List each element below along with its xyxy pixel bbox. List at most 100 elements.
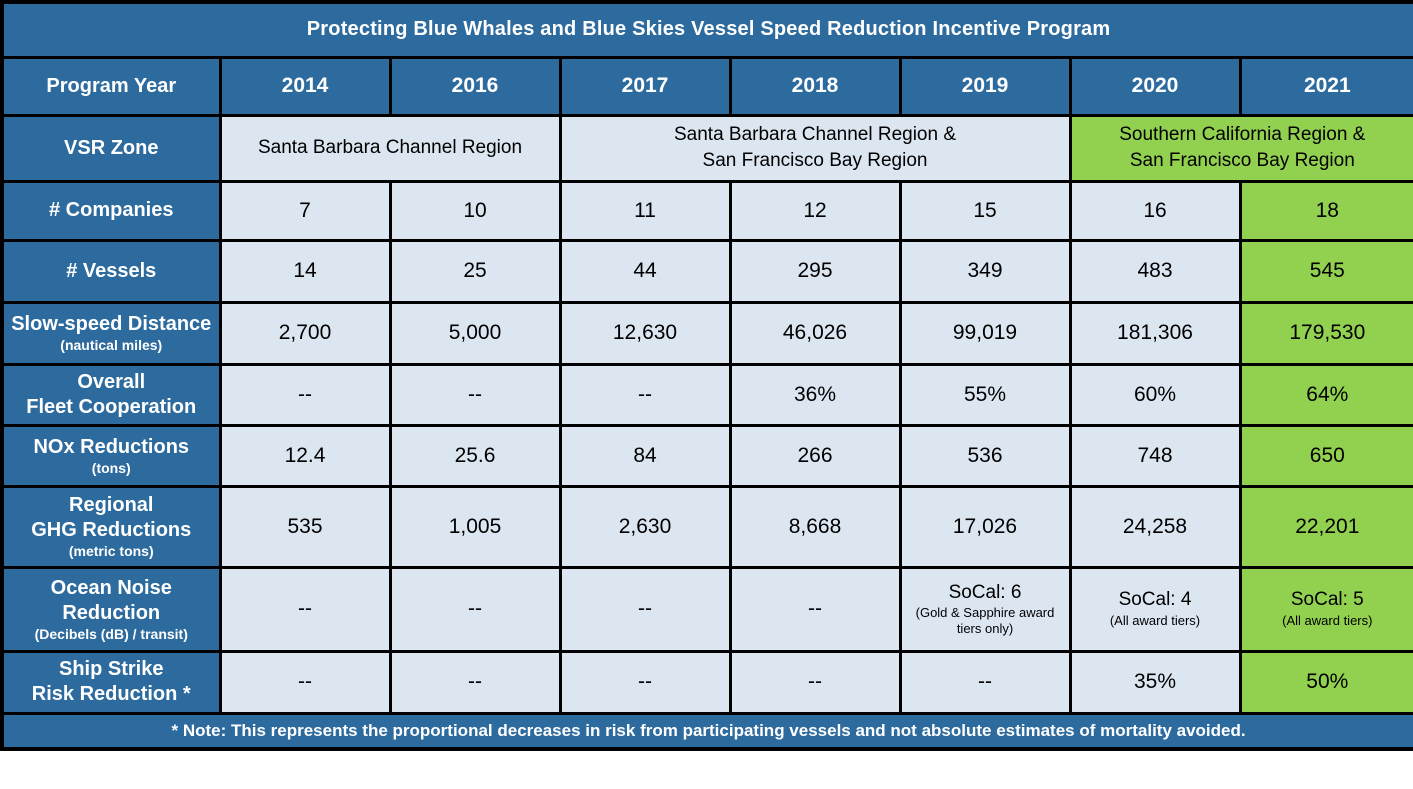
cell-slow-speed-distance-2019: 99,019	[898, 300, 1072, 366]
cell-nox-reductions-2020: 748	[1068, 423, 1242, 488]
cell-nox-reductions-2021: 650	[1238, 423, 1413, 488]
cell-main-ocean-noise-2020: SoCal: 4	[1118, 589, 1192, 611]
cell-ship-strike-2018: --	[728, 649, 902, 715]
row-fleet-cooperation: Overall Fleet Cooperation -- -- -- 36% 55% 60% 6…	[0, 362, 1413, 427]
vsr-zone-cell-0: Santa Barbara Channel Region	[218, 113, 562, 183]
row-unit-nox-reductions: (tons)	[91, 459, 131, 476]
cell-ocean-noise-2021: SoCal: 5 (All award tiers)	[1238, 565, 1413, 653]
cell-companies-2020: 16	[1068, 179, 1242, 242]
cell-fleet-cooperation-2021: 64%	[1238, 362, 1413, 427]
cell-companies-2014: 7	[218, 179, 392, 242]
cell-fleet-cooperation-2019: 55%	[898, 362, 1072, 427]
year-header-row: Program Year 2014 2016 2017 2018 2019 2020 2021	[0, 55, 1413, 117]
year-header-2020: 2020	[1068, 55, 1242, 117]
year-header-2019: 2019	[898, 55, 1072, 117]
cell-ship-strike-2017: --	[558, 649, 732, 715]
cell-ocean-noise-2018: --	[728, 565, 902, 653]
cell-nox-reductions-2016: 25.6	[388, 423, 562, 488]
cell-companies-2016: 10	[388, 179, 562, 242]
cell-slow-speed-distance-2017: 12,630	[558, 300, 732, 366]
row-label-nox-reductions: NOx Reductions (tons)	[0, 423, 222, 488]
cell-ocean-noise-2020: SoCal: 4 (All award tiers)	[1068, 565, 1242, 653]
row-nox-reductions: NOx Reductions (tons) 12.4 25.6 84 266 536 748 6…	[0, 423, 1413, 488]
cell-vessels-2018: 295	[728, 238, 902, 304]
cell-ghg-reductions-2021: 22,201	[1238, 484, 1413, 569]
cell-fleet-cooperation-2016: --	[388, 362, 562, 427]
row-label-vsr-zone: VSR Zone	[0, 113, 222, 183]
row-label-slow-speed-distance: Slow-speed Distance (nautical miles)	[0, 300, 222, 366]
row-vessels: # Vessels 14 25 44 295 349 483 545	[0, 238, 1413, 304]
cell-ghg-reductions-2014: 535	[218, 484, 392, 569]
table-title: Protecting Blue Whales and Blue Skies Ve…	[0, 0, 1413, 59]
cell-vessels-2021: 545	[1238, 238, 1413, 304]
note-row: * Note: This represents the proportional…	[0, 711, 1413, 751]
year-header-2018: 2018	[728, 55, 902, 117]
cell-sub-ocean-noise-2021: (All award tiers)	[1282, 613, 1373, 629]
cell-slow-speed-distance-2018: 46,026	[728, 300, 902, 366]
row-companies: # Companies 7 10 11 12 15 16 18	[0, 179, 1413, 242]
cell-slow-speed-distance-2021: 179,530	[1238, 300, 1413, 366]
cell-ship-strike-2016: --	[388, 649, 562, 715]
row-ghg-reductions: Regional GHG Reductions (metric tons) 535 1,…	[0, 484, 1413, 569]
vsr-zone-cell-2: Southern California Region & San Francisc…	[1068, 113, 1413, 183]
cell-nox-reductions-2017: 84	[558, 423, 732, 488]
cell-slow-speed-distance-2020: 181,306	[1068, 300, 1242, 366]
title-row: Protecting Blue Whales and Blue Skies Ve…	[0, 0, 1413, 59]
cell-main-ocean-noise-2019: SoCal: 6	[948, 581, 1022, 603]
cell-sub-ocean-noise-2019: (Gold & Sapphire award tiers only)	[915, 605, 1055, 636]
cell-companies-2019: 15	[898, 179, 1072, 242]
cell-vessels-2017: 44	[558, 238, 732, 304]
cell-slow-speed-distance-2014: 2,700	[218, 300, 392, 366]
row-ocean-noise: Ocean Noise Reduction (Decibels (dB) / tra…	[0, 565, 1413, 653]
cell-slow-speed-distance-2016: 5,000	[388, 300, 562, 366]
cell-vessels-2019: 349	[898, 238, 1072, 304]
year-header-2016: 2016	[388, 55, 562, 117]
cell-ghg-reductions-2020: 24,258	[1068, 484, 1242, 569]
cell-nox-reductions-2014: 12.4	[218, 423, 392, 488]
vsr-zone-row: VSR Zone Santa Barbara Channel Region Sant…	[0, 113, 1413, 183]
row-unit-ocean-noise: (Decibels (dB) / transit)	[34, 625, 188, 642]
cell-fleet-cooperation-2018: 36%	[728, 362, 902, 427]
note-text: * Note: This represents the proportional…	[0, 711, 1413, 751]
row-label-ship-strike: Ship Strike Risk Reduction *	[0, 649, 222, 715]
program-year-label: Program Year	[0, 55, 222, 117]
cell-nox-reductions-2019: 536	[898, 423, 1072, 488]
year-header-2017: 2017	[558, 55, 732, 117]
row-label-ocean-noise: Ocean Noise Reduction (Decibels (dB) / tra…	[0, 565, 222, 653]
cell-vessels-2016: 25	[388, 238, 562, 304]
cell-ocean-noise-2019: SoCal: 6 (Gold & Sapphire award tiers onl…	[898, 565, 1072, 653]
row-label-vessels: # Vessels	[0, 238, 222, 304]
cell-companies-2021: 18	[1238, 179, 1413, 242]
vsr-zone-cell-1: Santa Barbara Channel Region & San Franci…	[558, 113, 1072, 183]
cell-sub-ocean-noise-2020: (All award tiers)	[1109, 613, 1201, 629]
row-slow-speed-distance: Slow-speed Distance (nautical miles) 2,700…	[0, 300, 1413, 366]
vsr-program-table: Protecting Blue Whales and Blue Skies Ve…	[0, 0, 1413, 751]
row-label-ghg-reductions: Regional GHG Reductions (metric tons)	[0, 484, 222, 569]
cell-fleet-cooperation-2017: --	[558, 362, 732, 427]
cell-ship-strike-2021: 50%	[1238, 649, 1413, 715]
cell-companies-2018: 12	[728, 179, 902, 242]
row-unit-ghg-reductions: (metric tons)	[68, 543, 154, 560]
row-unit-slow-speed-distance: (nautical miles)	[60, 337, 163, 354]
cell-ocean-noise-2017: --	[558, 565, 732, 653]
row-label-companies: # Companies	[0, 179, 222, 242]
cell-ghg-reductions-2018: 8,668	[728, 484, 902, 569]
cell-ocean-noise-2016: --	[388, 565, 562, 653]
cell-fleet-cooperation-2014: --	[218, 362, 392, 427]
cell-ship-strike-2014: --	[218, 649, 392, 715]
cell-ghg-reductions-2016: 1,005	[388, 484, 562, 569]
cell-ocean-noise-2014: --	[218, 565, 392, 653]
cell-nox-reductions-2018: 266	[728, 423, 902, 488]
cell-ghg-reductions-2019: 17,026	[898, 484, 1072, 569]
cell-vessels-2020: 483	[1068, 238, 1242, 304]
cell-ghg-reductions-2017: 2,630	[558, 484, 732, 569]
cell-main-ocean-noise-2021: SoCal: 5	[1290, 589, 1364, 611]
cell-ship-strike-2020: 35%	[1068, 649, 1242, 715]
year-header-2021: 2021	[1238, 55, 1413, 117]
row-label-fleet-cooperation: Overall Fleet Cooperation	[0, 362, 222, 427]
year-header-2014: 2014	[218, 55, 392, 117]
cell-vessels-2014: 14	[218, 238, 392, 304]
cell-fleet-cooperation-2020: 60%	[1068, 362, 1242, 427]
row-ship-strike: Ship Strike Risk Reduction * -- -- -- -- -- 35%…	[0, 649, 1413, 715]
cell-ship-strike-2019: --	[898, 649, 1072, 715]
